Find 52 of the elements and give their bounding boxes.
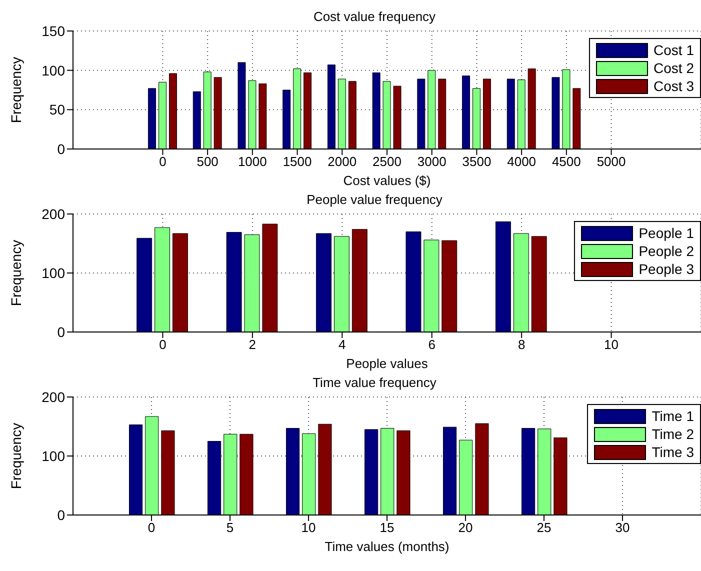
legend-label: Cost 3 bbox=[652, 77, 694, 95]
x-tick-label: 6 bbox=[428, 337, 436, 352]
x-tick-label: 5000 bbox=[596, 154, 626, 170]
y-axis-title: Frequency bbox=[8, 422, 24, 490]
legend-label: Cost 2 bbox=[652, 59, 694, 77]
chart-title: Time value frequency bbox=[312, 375, 436, 390]
y-axis-title: Frequency bbox=[8, 240, 24, 306]
legend-label: Cost 1 bbox=[652, 41, 694, 59]
y-tick-label: 0 bbox=[57, 324, 66, 340]
x-tick-label: 25 bbox=[536, 520, 552, 536]
x-tick-label: 3000 bbox=[417, 154, 446, 170]
chart-title: Cost value frequency bbox=[313, 9, 436, 24]
x-axis-title: Cost values ($) bbox=[343, 173, 431, 188]
x-tick-label: 3500 bbox=[462, 154, 492, 170]
x-tick-label: 0 bbox=[148, 520, 156, 536]
x-tick-label: 4000 bbox=[507, 154, 536, 170]
x-tick-label: 1000 bbox=[238, 154, 267, 170]
x-axis-title: People values bbox=[346, 356, 428, 371]
y-tick-label: 100 bbox=[42, 264, 66, 281]
y-tick-label: 0 bbox=[57, 506, 66, 523]
legend-label: Time 1 bbox=[650, 407, 694, 425]
y-tick-label: 150 bbox=[42, 22, 66, 39]
legend-label: Time 3 bbox=[650, 443, 694, 461]
y-tick-label: 200 bbox=[42, 388, 66, 405]
x-tick-label: 1500 bbox=[282, 154, 312, 170]
x-axis-title: Time values (months) bbox=[324, 539, 450, 554]
legend-label: People 3 bbox=[638, 260, 694, 278]
x-tick-label: 8 bbox=[518, 337, 526, 352]
x-tick-label: 2500 bbox=[372, 154, 402, 170]
legend-label: People 1 bbox=[638, 224, 694, 242]
x-tick-label: 4500 bbox=[552, 154, 581, 170]
x-tick-label: 10 bbox=[604, 337, 619, 352]
y-tick-label: 200 bbox=[42, 206, 66, 222]
legend-label: Time 2 bbox=[650, 425, 694, 443]
x-tick-label: 2 bbox=[248, 337, 256, 352]
y-tick-label: 100 bbox=[42, 448, 66, 464]
x-tick-label: 500 bbox=[196, 154, 218, 170]
x-tick-label: 10 bbox=[301, 520, 316, 536]
y-tick-label: 0 bbox=[57, 140, 66, 157]
x-tick-label: 4 bbox=[338, 337, 346, 352]
y-tick-label: 50 bbox=[49, 102, 66, 118]
x-tick-label: 2000 bbox=[328, 154, 357, 170]
x-tick-label: 30 bbox=[615, 520, 630, 536]
chart-title: People value frequency bbox=[306, 192, 442, 207]
x-tick-label: 15 bbox=[380, 520, 394, 536]
y-tick-label: 100 bbox=[42, 62, 66, 78]
x-tick-label: 0 bbox=[159, 337, 166, 352]
legend-label: People 2 bbox=[638, 242, 694, 260]
y-axis-title: Frequency bbox=[8, 56, 24, 124]
x-tick-label: 5 bbox=[226, 520, 234, 536]
x-tick-label: 0 bbox=[159, 154, 166, 170]
x-tick-label: 20 bbox=[458, 520, 473, 536]
